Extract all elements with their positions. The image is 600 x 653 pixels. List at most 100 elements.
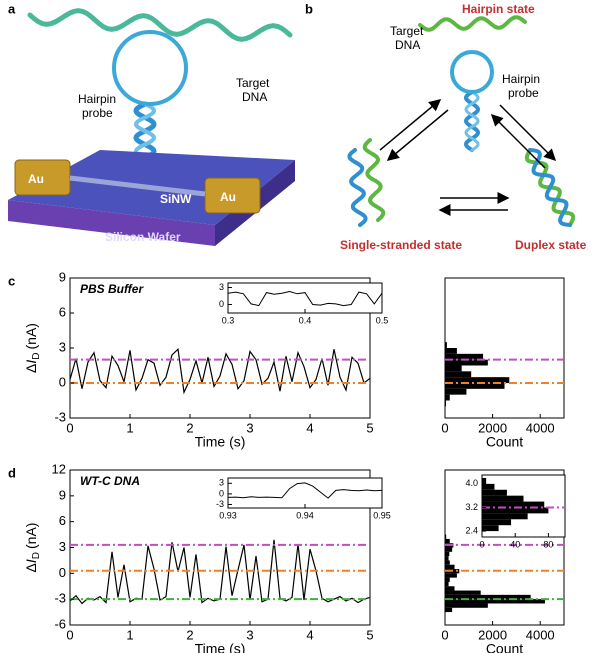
arrow: [386, 109, 449, 161]
hist-bar: [445, 365, 462, 372]
x-tick-label: 0.4: [299, 315, 312, 325]
y-axis-label: ΔID (nA): [23, 523, 42, 573]
hist-bar: [445, 586, 455, 591]
panel-label: d: [8, 465, 16, 480]
hist-bar: [445, 599, 545, 604]
hist-bar: [482, 525, 499, 532]
y-label-part: Δ: [23, 364, 39, 373]
x-tick-label: 1: [126, 627, 133, 642]
y-tick-label: 3: [59, 339, 66, 354]
label: Hairpin: [502, 72, 540, 86]
y-tick-label: 3: [219, 282, 224, 292]
electrode: [204, 177, 261, 214]
x-tick-label: 0.95: [373, 510, 391, 520]
x-tick-label: 3: [246, 627, 253, 642]
y-tick-label: 0: [219, 488, 224, 498]
hist-bar: [445, 607, 453, 613]
arrow: [499, 104, 557, 162]
annotation: WT-C DNA: [80, 474, 140, 488]
hist-bar: [445, 551, 450, 557]
label: Au: [28, 172, 44, 186]
x-tick-label: 5: [366, 627, 373, 642]
trace: [70, 347, 370, 395]
x-tick-label: 0.93: [219, 510, 237, 520]
arrow: [490, 113, 546, 169]
y-label-part: D: [31, 552, 42, 559]
y-tick-label: 0: [219, 299, 224, 309]
x-tick-label: 2: [186, 420, 193, 435]
panel-label: b: [305, 1, 313, 16]
hist-bar: [445, 573, 457, 578]
x-tick-label: 0: [66, 420, 73, 435]
label: DNA: [395, 38, 420, 52]
x-tick-label: 2000: [478, 420, 507, 435]
y-label-part: (nA): [23, 323, 39, 349]
y-label-part: Δ: [23, 563, 39, 572]
hist-bar: [445, 388, 467, 395]
state-label: Hairpin state: [462, 2, 535, 16]
electrode: [14, 159, 71, 196]
x-tick-label: 4: [306, 627, 313, 642]
arrow: [379, 99, 442, 151]
y-tick-label: 9: [59, 269, 66, 284]
hist-bar: [482, 495, 524, 502]
hist-bar: [482, 477, 487, 484]
y-tick-label: 9: [59, 487, 66, 502]
y-axis-label: ΔID (nA): [23, 323, 42, 373]
panel-label: a: [8, 1, 16, 16]
y-label-part: D: [31, 352, 42, 359]
y-label-part: I: [23, 559, 39, 563]
x-tick-label: 2: [186, 627, 193, 642]
strand: [362, 138, 386, 222]
nanowire: [69, 175, 206, 197]
x-tick-label: 4000: [526, 627, 555, 642]
hist-bar: [445, 560, 450, 565]
hist-bar: [445, 394, 450, 401]
x-tick-label: 0: [66, 627, 73, 642]
hist-bar: [445, 603, 488, 608]
strand: [463, 90, 481, 152]
label: Target: [236, 76, 270, 90]
panel-label: c: [8, 273, 15, 288]
y-tick-label: 0: [59, 565, 66, 580]
x-axis-label: Time (s): [195, 434, 246, 450]
y-tick-label: 2.4: [465, 525, 478, 535]
y-tick-label: -3: [216, 499, 224, 509]
hist-bar: [482, 489, 507, 496]
y-tick-label: -6: [54, 616, 66, 631]
y-label-part: (nA): [23, 523, 39, 549]
chart: 0 40 80 2.4 3.2 4.0: [465, 474, 566, 549]
y-tick-label: 12: [52, 461, 66, 476]
hist-bar: [482, 507, 549, 514]
y-tick-label: -3: [54, 409, 66, 424]
panel-b: b Hairpin state Target DNA Hairpin probe…: [305, 1, 587, 252]
chart: 0.93 0.94 0.95 -303: [216, 477, 391, 520]
hist-bar: [445, 359, 488, 366]
trace: [228, 290, 382, 307]
hairpin-loop: [112, 30, 188, 106]
strand: [418, 15, 527, 32]
strand: [464, 90, 480, 152]
y-tick-label: 4.0: [465, 478, 478, 488]
hist-bar: [445, 383, 505, 389]
y-tick-label: -3: [54, 591, 66, 606]
chart: 0.3 0.4 0.5 0 3: [219, 282, 388, 325]
plot-area: [70, 347, 370, 395]
x-tick-label: 40: [510, 539, 520, 549]
y-tick-label: 3: [59, 539, 66, 554]
wafer-front: [8, 200, 215, 246]
hist-bar: [482, 501, 545, 508]
plot-frame: [444, 277, 565, 419]
hairpin-loop: [450, 50, 494, 94]
hist-bar: [445, 556, 449, 561]
plot-area: [445, 530, 564, 617]
label: probe: [82, 106, 113, 120]
y-tick-label: 3: [219, 478, 224, 488]
hist-bar: [445, 342, 447, 348]
strand: [528, 148, 572, 227]
strand: [347, 148, 368, 227]
x-tick-label: 0.94: [296, 510, 314, 520]
hist-bar: [482, 513, 528, 520]
hist-bar: [445, 538, 450, 544]
